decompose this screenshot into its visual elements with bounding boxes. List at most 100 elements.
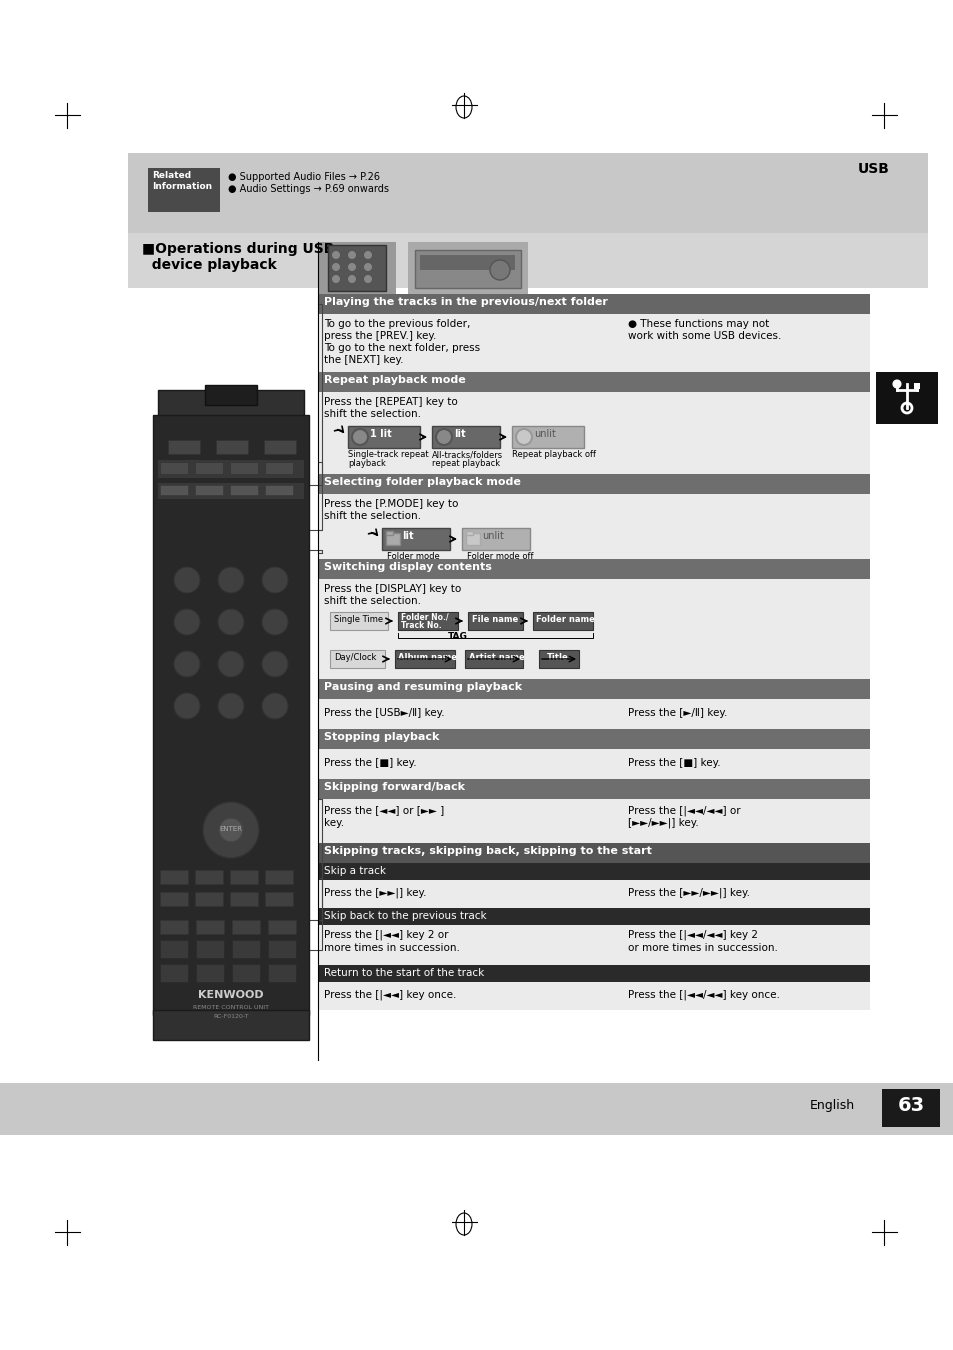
Text: Press the [■] key.: Press the [■] key.: [324, 757, 416, 768]
Text: Press the [DISPLAY] key to: Press the [DISPLAY] key to: [324, 585, 460, 594]
Bar: [348, 427, 419, 448]
Text: Press the [►/Ⅱ] key.: Press the [►/Ⅱ] key.: [627, 707, 726, 718]
Bar: [408, 242, 527, 294]
Bar: [148, 167, 220, 212]
Bar: [317, 373, 869, 391]
Text: Folder name: Folder name: [536, 616, 595, 624]
Text: Press the [■] key.: Press the [■] key.: [627, 757, 720, 768]
Text: To go to the previous folder,: To go to the previous folder,: [324, 319, 470, 329]
Text: lit: lit: [454, 429, 465, 439]
Text: REMOTE CONTROL UNIT: REMOTE CONTROL UNIT: [193, 1004, 269, 1010]
Text: the [NEXT] key.: the [NEXT] key.: [324, 355, 403, 364]
Text: shift the selection.: shift the selection.: [324, 409, 420, 418]
Text: Artist name: Artist name: [469, 653, 524, 662]
Bar: [265, 892, 293, 906]
Bar: [0, 0, 953, 155]
Bar: [232, 964, 260, 981]
Bar: [194, 869, 223, 884]
Text: Single Time: Single Time: [334, 616, 383, 624]
Text: Playing the tracks in the previous/next folder: Playing the tracks in the previous/next …: [324, 297, 607, 306]
Text: To go to the next folder, press: To go to the next folder, press: [324, 343, 479, 352]
Text: Folder No./: Folder No./: [400, 613, 448, 622]
Bar: [317, 679, 869, 699]
Circle shape: [364, 275, 372, 284]
Bar: [317, 842, 869, 863]
Bar: [268, 919, 295, 934]
Text: ■Operations during USB: ■Operations during USB: [142, 242, 334, 256]
Text: key.: key.: [324, 818, 344, 828]
Text: English: English: [809, 1099, 854, 1112]
Text: TAG: TAG: [448, 632, 468, 641]
Circle shape: [218, 651, 244, 676]
Circle shape: [262, 567, 288, 593]
Bar: [317, 294, 869, 315]
Text: device playback: device playback: [142, 258, 276, 271]
Text: ● Supported Audio Files → P.26: ● Supported Audio Files → P.26: [228, 171, 379, 182]
Bar: [158, 483, 304, 499]
Bar: [128, 153, 927, 234]
Bar: [195, 940, 224, 958]
Bar: [386, 531, 393, 535]
Text: Press the [|◄◄] key 2 or: Press the [|◄◄] key 2 or: [324, 930, 448, 941]
Text: more times in succession.: more times in succession.: [324, 944, 459, 953]
Bar: [268, 940, 295, 958]
Bar: [330, 649, 385, 668]
Circle shape: [893, 381, 900, 387]
Circle shape: [364, 263, 372, 271]
Bar: [317, 863, 869, 880]
Bar: [160, 485, 188, 495]
Circle shape: [262, 651, 288, 676]
Bar: [538, 649, 578, 668]
Bar: [230, 892, 257, 906]
Bar: [317, 965, 869, 981]
Bar: [330, 612, 388, 630]
Text: Title: Title: [546, 653, 568, 662]
Circle shape: [516, 429, 532, 446]
Bar: [152, 1010, 309, 1040]
Circle shape: [348, 263, 355, 271]
Circle shape: [436, 429, 452, 446]
Text: Press the [◄◄] or [►► ]: Press the [◄◄] or [►► ]: [324, 805, 444, 815]
Bar: [465, 531, 473, 535]
Circle shape: [364, 251, 372, 259]
Text: or more times in succession.: or more times in succession.: [627, 944, 777, 953]
Bar: [317, 392, 869, 474]
Bar: [160, 892, 188, 906]
Text: shift the selection.: shift the selection.: [324, 512, 420, 521]
Bar: [205, 385, 256, 405]
Text: Press the [REPEAT] key to: Press the [REPEAT] key to: [324, 397, 457, 406]
Text: Press the [USB►/Ⅱ] key.: Press the [USB►/Ⅱ] key.: [324, 707, 444, 718]
Bar: [512, 427, 583, 448]
Circle shape: [173, 651, 200, 676]
Text: Press the [|◄◄/◄◄] key once.: Press the [|◄◄/◄◄] key once.: [627, 990, 779, 1000]
Text: File name: File name: [472, 616, 517, 624]
Bar: [317, 925, 869, 965]
Text: Press the [►►|] key.: Press the [►►|] key.: [324, 888, 426, 899]
Bar: [194, 485, 223, 495]
Text: Press the [►►/►►|] key.: Press the [►►/►►|] key.: [627, 888, 749, 899]
Text: playback: playback: [348, 459, 385, 468]
Bar: [168, 440, 200, 454]
Bar: [160, 919, 188, 934]
Text: Day/Clock: Day/Clock: [334, 653, 376, 662]
Bar: [415, 250, 520, 288]
Circle shape: [332, 275, 339, 284]
Circle shape: [173, 609, 200, 634]
Bar: [317, 494, 869, 559]
Bar: [160, 462, 188, 474]
Bar: [194, 462, 223, 474]
Bar: [464, 649, 522, 668]
Bar: [328, 244, 386, 292]
Text: press the [PREV.] key.: press the [PREV.] key.: [324, 331, 436, 342]
Bar: [317, 474, 869, 494]
Text: Return to the start of the track: Return to the start of the track: [324, 968, 484, 977]
Bar: [264, 440, 295, 454]
Bar: [195, 919, 224, 934]
Text: Press the [|◄◄/◄◄] key 2: Press the [|◄◄/◄◄] key 2: [627, 930, 758, 941]
Bar: [317, 315, 869, 373]
Text: work with some USB devices.: work with some USB devices.: [627, 331, 781, 342]
Bar: [152, 414, 309, 1015]
Bar: [232, 919, 260, 934]
Text: Track No.: Track No.: [400, 621, 441, 630]
Bar: [317, 559, 869, 579]
